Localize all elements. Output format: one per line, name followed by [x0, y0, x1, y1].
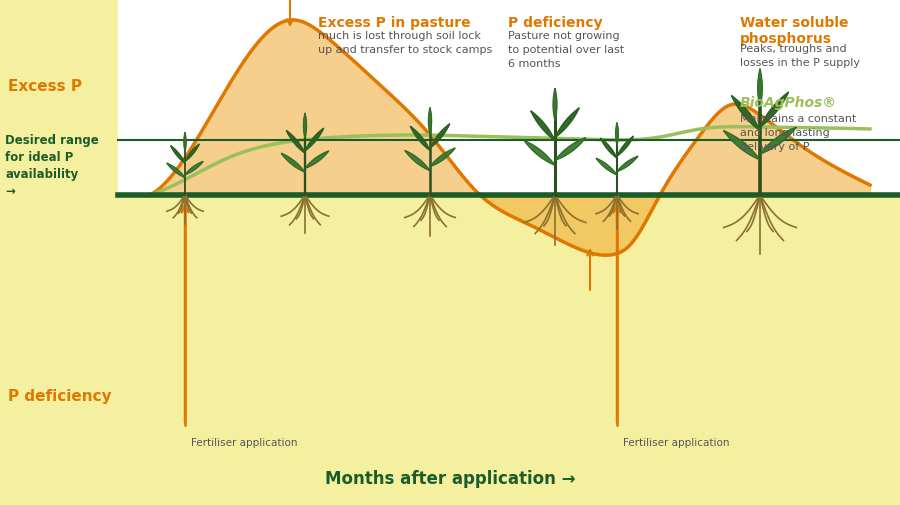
Polygon shape [554, 89, 557, 122]
Polygon shape [555, 138, 586, 161]
Polygon shape [171, 146, 185, 164]
Polygon shape [617, 157, 638, 172]
Polygon shape [166, 164, 185, 178]
Text: Excess P in pasture: Excess P in pasture [318, 16, 471, 30]
Polygon shape [524, 141, 555, 166]
Polygon shape [184, 133, 186, 152]
Polygon shape [430, 149, 455, 167]
Text: much is lost through soil lock
up and transfer to stock camps: much is lost through soil lock up and tr… [318, 31, 492, 55]
Text: Months after application →: Months after application → [325, 469, 575, 487]
Text: Desired range
for ideal P
availability
→: Desired range for ideal P availability → [5, 134, 99, 197]
Polygon shape [555, 109, 580, 138]
Polygon shape [600, 139, 617, 159]
Polygon shape [305, 129, 324, 152]
Text: Fertiliser application: Fertiliser application [191, 437, 298, 447]
Polygon shape [724, 131, 760, 161]
Text: Fertiliser application: Fertiliser application [623, 437, 730, 447]
Text: Maintains a constant
and long lasting
delivery of P: Maintains a constant and long lasting de… [740, 114, 857, 152]
Polygon shape [531, 112, 555, 141]
Polygon shape [286, 131, 305, 154]
Text: Peaks, troughs and
losses in the P supply: Peaks, troughs and losses in the P suppl… [740, 44, 860, 68]
Polygon shape [760, 128, 796, 155]
Text: Water soluble
phosphorus: Water soluble phosphorus [740, 16, 849, 46]
Polygon shape [303, 114, 307, 139]
Text: BioAgPhos®: BioAgPhos® [740, 96, 837, 110]
Polygon shape [616, 123, 618, 145]
Polygon shape [185, 144, 199, 162]
Text: P deficiency: P deficiency [508, 16, 603, 30]
Polygon shape [760, 93, 788, 128]
Text: Pasture not growing
to potential over last
6 months: Pasture not growing to potential over la… [508, 31, 625, 69]
Polygon shape [428, 108, 432, 135]
Polygon shape [617, 137, 634, 157]
Bar [118, 195, 900, 505]
Text: P deficiency: P deficiency [8, 388, 112, 402]
Polygon shape [410, 127, 430, 151]
Polygon shape [758, 70, 762, 108]
Polygon shape [430, 124, 450, 149]
Polygon shape [281, 154, 305, 173]
Polygon shape [596, 159, 617, 176]
Text: Excess P: Excess P [8, 78, 82, 93]
Polygon shape [185, 162, 203, 175]
Polygon shape [405, 151, 430, 171]
Polygon shape [732, 96, 760, 131]
Polygon shape [305, 152, 328, 169]
Bar [118, 0, 900, 195]
